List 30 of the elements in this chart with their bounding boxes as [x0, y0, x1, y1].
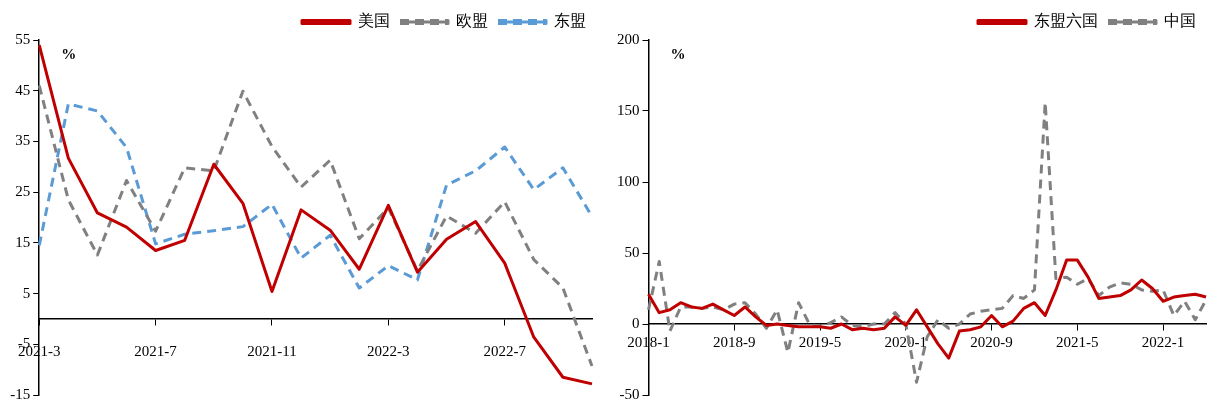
y-axis-title: % — [670, 46, 686, 63]
y-tick-label: 55 — [15, 30, 31, 47]
x-tick-label: 2020-9 — [970, 333, 1013, 350]
y-tick-label: -50 — [619, 385, 640, 402]
y-tick-label: 15 — [15, 233, 31, 250]
y-tick-label: 50 — [624, 243, 640, 260]
y-tick-label: 35 — [15, 132, 31, 149]
y-tick-label: 45 — [15, 81, 31, 98]
y-tick-label: 150 — [617, 101, 640, 118]
x-tick-label: 2019-5 — [798, 333, 842, 350]
legend-label: 美国 — [358, 12, 390, 30]
y-tick-label: 200 — [617, 30, 640, 47]
x-tick-label: 2022-7 — [483, 342, 527, 359]
x-tick-label: 2021-5 — [1056, 333, 1099, 350]
x-tick-label: 2021-11 — [247, 342, 297, 359]
x-tick-label: 2018-9 — [713, 333, 756, 350]
legend-label: 东盟六国 — [1034, 12, 1098, 30]
x-tick-label: 2021-7 — [134, 342, 178, 359]
line-series — [37, 102, 594, 290]
y-tick-label: 5 — [22, 284, 31, 301]
x-tick-label: 2022-3 — [367, 342, 410, 359]
y-tick-label: -15 — [10, 385, 31, 402]
y-tick-label: 100 — [617, 172, 640, 189]
y-tick-label: 25 — [15, 183, 31, 200]
x-tick-label: 2022-1 — [1141, 333, 1185, 350]
legend-label: 欧盟 — [456, 12, 488, 30]
y-axis-title: % — [61, 46, 77, 63]
y-tick-label: 0 — [632, 314, 640, 331]
legend-label: 东盟 — [554, 12, 586, 30]
legend-label: 中国 — [1164, 12, 1196, 30]
